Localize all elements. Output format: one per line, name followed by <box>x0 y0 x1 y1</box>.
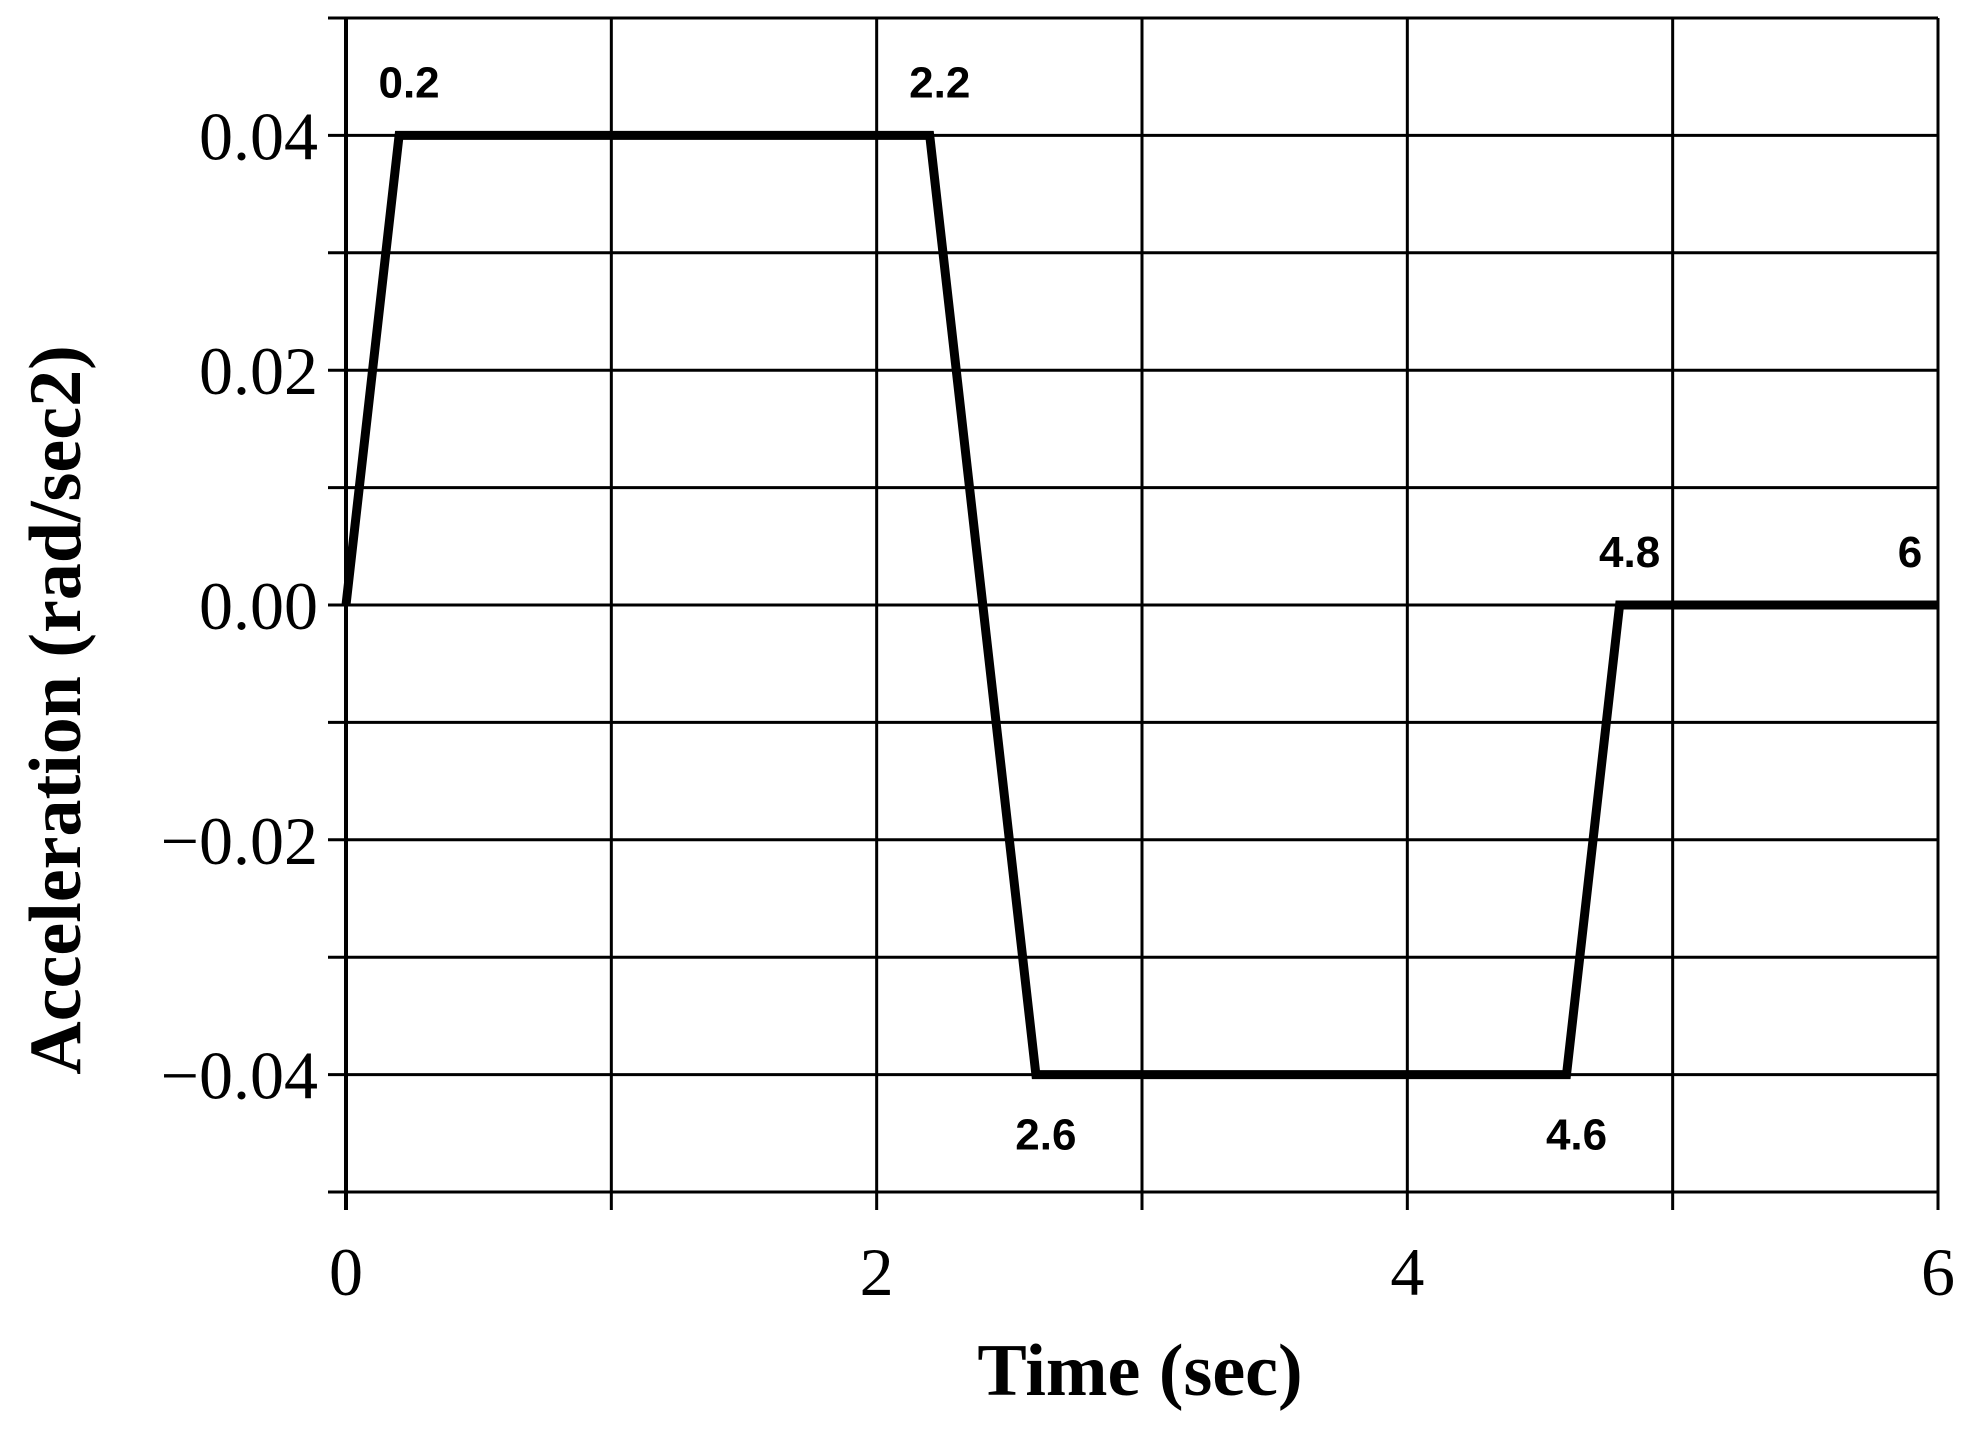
grid <box>328 16 1940 1210</box>
series <box>341 130 1938 1080</box>
y-axis-title: Acceleration (rad/sec2) <box>15 345 97 1074</box>
point-annotation: 6 <box>1898 528 1922 577</box>
y-tick-label: 0.00 <box>199 568 318 644</box>
series-line-0 <box>341 130 1938 1080</box>
y-tick-label: 0.04 <box>199 98 318 174</box>
point-annotation: 4.6 <box>1546 1111 1607 1160</box>
x-tick-labels: 0 2 4 6 <box>329 1234 1955 1310</box>
x-tick-label: 6 <box>1921 1234 1955 1310</box>
point-annotations: 0.2 2.2 2.6 4.6 4.8 6 <box>378 58 1922 1159</box>
x-tick-label: 2 <box>860 1234 894 1310</box>
y-tick-labels: 0.04 0.02 0.00 −0.02 −0.04 <box>161 98 318 1113</box>
point-annotation: 2.6 <box>1015 1111 1076 1160</box>
point-annotation: 4.8 <box>1599 528 1660 577</box>
point-annotation: 2.2 <box>909 58 970 107</box>
y-tick-label: −0.04 <box>161 1038 318 1114</box>
x-axis-title: Time (sec) <box>977 1330 1302 1412</box>
y-tick-label: 0.02 <box>199 333 318 409</box>
y-tick-label: −0.02 <box>161 803 318 879</box>
x-tick-label: 4 <box>1390 1234 1424 1310</box>
point-annotation: 0.2 <box>378 58 439 107</box>
x-tick-label: 0 <box>329 1234 363 1310</box>
